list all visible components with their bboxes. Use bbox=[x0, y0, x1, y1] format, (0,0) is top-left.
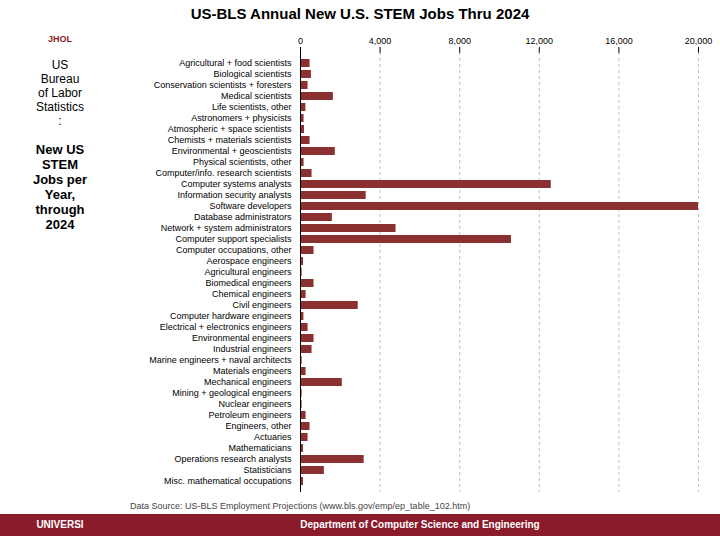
svg-text:Actuaries: Actuaries bbox=[254, 432, 292, 442]
svg-text:Petroleum engineers: Petroleum engineers bbox=[208, 410, 292, 420]
svg-text:Computer/info. research scient: Computer/info. research scientists bbox=[155, 168, 292, 178]
svg-text:Marine engineers + naval archi: Marine engineers + naval architects bbox=[149, 355, 292, 365]
svg-text:Mechanical engineers: Mechanical engineers bbox=[204, 377, 292, 387]
html-text:JHOL: JHOL bbox=[48, 34, 72, 44]
svg-text:Nuclear engineers: Nuclear engineers bbox=[218, 399, 292, 409]
svg-text:Computer occupations, other: Computer occupations, other bbox=[176, 245, 292, 255]
svg-text:Agricultural + food scientists: Agricultural + food scientists bbox=[179, 58, 292, 68]
svg-text:Industrial engineers: Industrial engineers bbox=[213, 344, 292, 354]
svg-text:Network + system administrator: Network + system administrators bbox=[161, 223, 292, 233]
svg-text:4,000: 4,000 bbox=[369, 36, 392, 46]
svg-text:Environmental + geoscientists: Environmental + geoscientists bbox=[172, 146, 292, 156]
svg-text:Medical scientists: Medical scientists bbox=[221, 91, 292, 101]
svg-text:Electrical + electronics engin: Electrical + electronics engineers bbox=[160, 322, 292, 332]
svg-text:12,000: 12,000 bbox=[526, 36, 554, 46]
svg-text:Conservation scientists + fore: Conservation scientists + foresters bbox=[154, 80, 292, 90]
svg-text:Atmospheric + space scientists: Atmospheric + space scientists bbox=[168, 124, 292, 134]
svg-text:Misc. mathematical occupations: Misc. mathematical occupations bbox=[164, 476, 292, 486]
svg-text:Chemists + materials scientist: Chemists + materials scientists bbox=[168, 135, 292, 145]
svg-text:0: 0 bbox=[298, 36, 303, 46]
svg-text:Life scientists, other: Life scientists, other bbox=[212, 102, 292, 112]
svg-text:Information security analysts: Information security analysts bbox=[177, 190, 292, 200]
svg-text:Engineers, other: Engineers, other bbox=[225, 421, 291, 431]
svg-text:Computer support specialists: Computer support specialists bbox=[175, 234, 292, 244]
html-text:US-BLS Annual New U.S. STEM Jo: US-BLS Annual New U.S. STEM Jobs Thru 20… bbox=[190, 5, 530, 22]
svg-text:Mathematicians: Mathematicians bbox=[228, 443, 292, 453]
svg-text:Statisticians: Statisticians bbox=[243, 465, 292, 475]
html-text:US Bureau of Labor Statistics: US Bureau of Labor Statistics : bbox=[36, 58, 84, 128]
svg-text:Chemical engineers: Chemical engineers bbox=[212, 289, 292, 299]
svg-text:Materials engineers: Materials engineers bbox=[213, 366, 292, 376]
svg-text:Mining + geological engineers: Mining + geological engineers bbox=[172, 388, 292, 398]
svg-text:Astronomers + physicists: Astronomers + physicists bbox=[191, 113, 292, 123]
html-text:Department of Computer Science: Department of Computer Science and Engin… bbox=[300, 519, 540, 530]
svg-text:Environmental engineers: Environmental engineers bbox=[192, 333, 292, 343]
html-text:Data Source: US-BLS Employment: Data Source: US-BLS Employment Projectio… bbox=[130, 501, 471, 511]
svg-text:Physical scientists, other: Physical scientists, other bbox=[193, 157, 292, 167]
svg-text:16,000: 16,000 bbox=[605, 36, 633, 46]
svg-text:Biomedical engineers: Biomedical engineers bbox=[205, 278, 292, 288]
svg-text:20,000: 20,000 bbox=[685, 36, 713, 46]
html-text:UNIVERSI: UNIVERSI bbox=[36, 519, 84, 530]
svg-text:Operations research analysts: Operations research analysts bbox=[174, 454, 292, 464]
svg-text:Database administrators: Database administrators bbox=[194, 212, 292, 222]
svg-text:Civil engineers: Civil engineers bbox=[232, 300, 292, 310]
svg-text:Computer hardware engineers: Computer hardware engineers bbox=[170, 311, 292, 321]
svg-text:Computer systems analysts: Computer systems analysts bbox=[181, 179, 292, 189]
svg-text:Agricultural engineers: Agricultural engineers bbox=[204, 267, 292, 277]
svg-text:Aerospace engineers: Aerospace engineers bbox=[206, 256, 292, 266]
svg-text:Software developers: Software developers bbox=[209, 201, 292, 211]
svg-text:8,000: 8,000 bbox=[448, 36, 471, 46]
svg-text:Biological scientists: Biological scientists bbox=[213, 69, 292, 79]
html-text:New US STEM Jobs per Year, thr: New US STEM Jobs per Year, through 2024 bbox=[32, 142, 88, 232]
